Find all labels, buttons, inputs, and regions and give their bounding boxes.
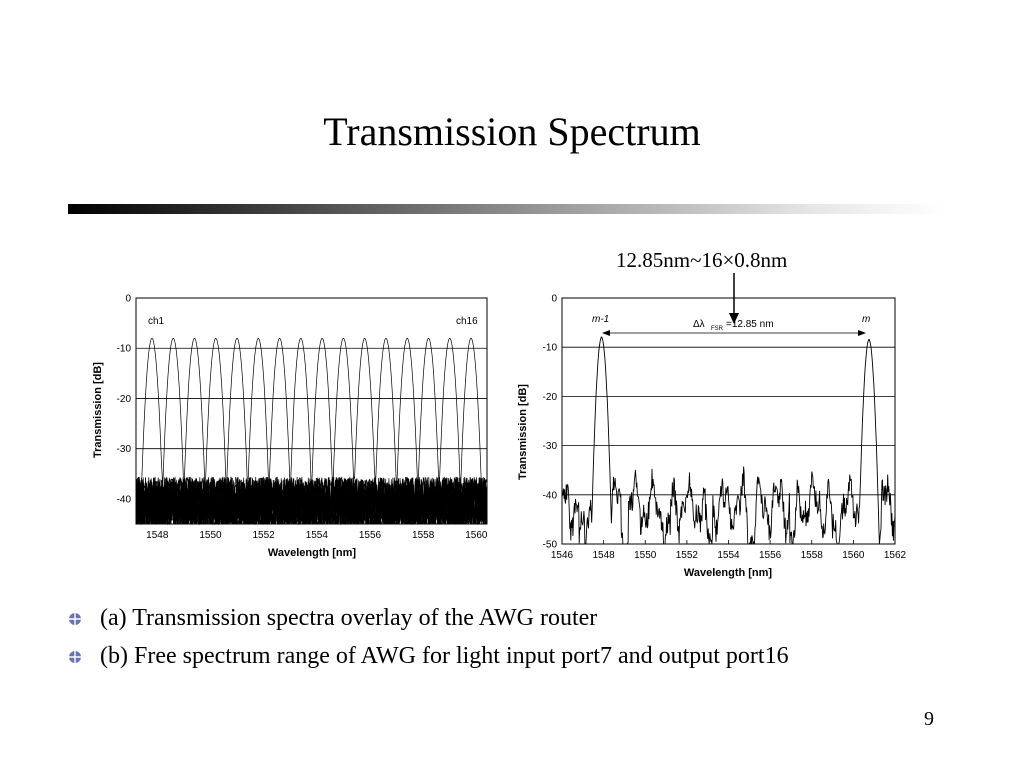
chart-b-x-tick-label: 1550 (634, 550, 657, 561)
chart-b-fsr-subscript: FSR (711, 326, 724, 332)
annotation-arrowhead (729, 313, 739, 324)
chart-a-y-axis-label: Transmission [dB] (92, 362, 104, 458)
chart-a-x-tick-label: 1558 (412, 530, 435, 541)
chart-b-x-axis-label: Wavelength [nm] (684, 567, 773, 579)
bullet-text-b: (b) Free spectrum range of AWG for light… (100, 643, 789, 669)
bullet-list: (a) Transmission spectra overlay of the … (68, 604, 789, 680)
chart-b-x-tick-label: 1554 (717, 550, 740, 561)
chart-b-y-tick-label: -40 (543, 490, 558, 501)
chart-b-x-tick-label: 1558 (801, 550, 824, 561)
slide-title: Transmission Spectrum (323, 109, 701, 154)
chart-b-x-tick-label: 1562 (884, 550, 907, 561)
chart-b-y-tick-label: -10 (543, 343, 558, 354)
chart-b-y-tick-label: -20 (543, 392, 558, 403)
bullet-text-a: (a) Transmission spectra overlay of the … (100, 605, 598, 631)
chart-a-y-tick-label: -30 (117, 444, 132, 455)
chart-a-annotation-ch1: ch1 (148, 316, 165, 327)
chart-a-y-tick-label: -10 (117, 344, 132, 355)
chart-b: 0 -10 -20 -30 -40 -50 1546 1548 1550 1552 1554 155… (517, 294, 907, 580)
chart-a-channel-trace (135, 337, 488, 526)
chart-a-y-tick-label: 0 (125, 294, 131, 305)
chart-a-frame (135, 297, 488, 525)
chart-a-x-tick-label: 1548 (146, 530, 169, 541)
chart-a-y-tick-label: -20 (117, 394, 132, 405)
chart-b-peak-point (868, 339, 870, 341)
chart-a-x-tick-label: 1552 (253, 530, 276, 541)
chart-b-x-tick-label: 1560 (842, 550, 865, 561)
chart-b-annotation-m: m (862, 314, 870, 325)
fsr-annotation: 12.85nm~16×0.8nm (616, 248, 788, 272)
chart-a-x-tick-label: 1554 (306, 530, 329, 541)
chart-b-x-tick-label: 1546 (551, 550, 574, 561)
chart-a-channel-trace (135, 337, 488, 526)
chart-b-fsr-value: =12.85 nm (726, 319, 774, 330)
chart-b-y-tick-label: -30 (543, 441, 558, 452)
chart-a-x-axis-label: Wavelength [nm] (268, 547, 357, 559)
page-number: 9 (924, 708, 934, 730)
bullet-icon (69, 613, 81, 625)
fsr-arrowhead-right (858, 330, 866, 336)
bullet-item: (a) Transmission spectra overlay of the … (68, 604, 789, 632)
chart-a-y-tick-label: -40 (117, 494, 132, 505)
chart-a-x-tick-label: 1560 (465, 530, 488, 541)
chart-b-peak-point (600, 336, 603, 339)
chart-a-annotation-ch16: ch16 (456, 316, 478, 327)
chart-b-y-tick-label: 0 (551, 294, 557, 305)
bullet-item: (b) Free spectrum range of AWG for light… (68, 642, 789, 670)
chart-b-x-tick-label: 1548 (593, 550, 616, 561)
chart-b-y-tick-label: -50 (543, 540, 558, 551)
chart-b-y-axis-label: Transmission [dB] (517, 384, 529, 480)
bullet-icon (69, 651, 81, 663)
chart-a-x-tick-label: 1556 (359, 530, 382, 541)
spectrum-plots: 0 -10 -20 -30 -40 1548 1550 1552 1554 1556 1558 15… (92, 273, 907, 580)
title-underline (68, 204, 944, 214)
chart-b-fsr-trace (561, 336, 896, 545)
chart-b-delta-lambda: Δλ (693, 319, 705, 330)
chart-b-x-tick-label: 1556 (759, 550, 782, 561)
chart-a: 0 -10 -20 -30 -40 1548 1550 1552 1554 1556 1558 15… (92, 294, 488, 560)
chart-b-annotation-m-1: m-1 (592, 314, 609, 325)
fsr-arrowhead-left (602, 330, 610, 336)
chart-b-x-tick-label: 1552 (676, 550, 699, 561)
chart-a-x-tick-label: 1550 (199, 530, 222, 541)
